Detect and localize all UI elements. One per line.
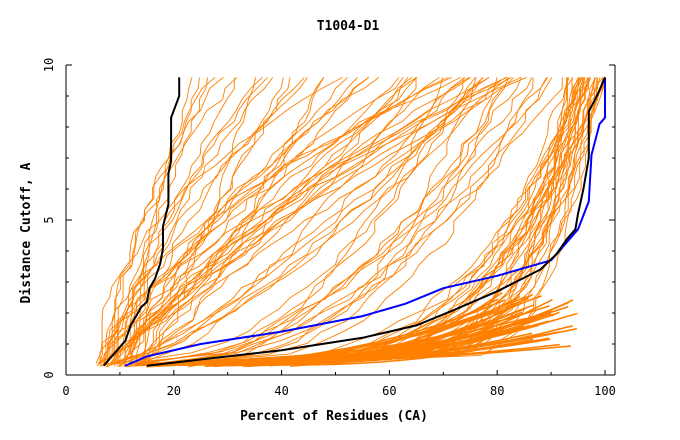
background-series-line <box>129 77 553 364</box>
background-series-line <box>158 77 534 366</box>
background-series-line <box>105 77 483 368</box>
background-series-line <box>133 77 484 367</box>
background-series-line <box>114 77 238 367</box>
x-tick-label: 100 <box>594 384 616 398</box>
background-series-line <box>187 77 515 368</box>
x-tick-label: 40 <box>274 384 288 398</box>
background-series-line <box>131 77 263 365</box>
x-tick-label: 80 <box>490 384 504 398</box>
background-series-line <box>118 77 325 366</box>
background-series-line <box>141 77 549 365</box>
background-series-line <box>110 77 418 365</box>
highlight-series-black-left <box>102 77 181 367</box>
background-series-line <box>142 77 370 366</box>
background-series-line <box>136 77 413 366</box>
background-series-line <box>225 77 585 366</box>
background-series-line <box>117 77 404 365</box>
y-tick-label: 0 <box>42 371 56 378</box>
background-series-line <box>307 77 573 364</box>
background-series-line <box>125 77 464 365</box>
background-series-line <box>121 77 417 364</box>
x-axis-label: Percent of Residues (CA) <box>240 409 428 424</box>
background-series-line <box>107 77 209 363</box>
background-series-line <box>115 77 476 365</box>
x-tick-label: 60 <box>382 384 396 398</box>
background-series-line <box>246 77 586 365</box>
background-series-line <box>124 77 200 367</box>
background-series-line <box>130 77 274 365</box>
background-series-line <box>106 77 284 366</box>
background-series-line <box>138 77 325 366</box>
background-series-line <box>180 299 506 364</box>
highlight-series-black-right <box>146 77 606 367</box>
background-series-line <box>107 76 453 367</box>
background-series-line <box>140 76 521 365</box>
background-series-line <box>189 77 598 365</box>
x-tick-label: 20 <box>167 384 181 398</box>
background-series-line <box>104 76 449 367</box>
background-series-line <box>135 77 563 367</box>
background-series-line <box>176 77 533 365</box>
background-series-line <box>98 77 512 365</box>
y-tick-label: 5 <box>42 216 56 223</box>
background-series-line <box>154 77 606 365</box>
background-series-line <box>269 77 585 367</box>
background-series-line <box>103 77 349 366</box>
background-series-line <box>117 77 224 364</box>
background-series-line <box>138 77 380 365</box>
chart-title: T1004-D1 <box>317 19 380 34</box>
background-series-line <box>119 77 268 367</box>
background-series-line <box>106 77 216 364</box>
background-series-line <box>124 77 193 367</box>
background-series-line <box>148 77 477 365</box>
background-series-line <box>139 77 409 364</box>
axes: 0 20 40 60 80 100 0 5 10 <box>42 58 616 398</box>
background-series-line <box>156 77 581 367</box>
x-tick-label: 0 <box>62 384 69 398</box>
background-series-line <box>168 296 527 365</box>
background-series-line <box>103 77 466 366</box>
highlight-series-blue <box>124 77 606 367</box>
background-series-group <box>95 76 606 368</box>
highlight-series-group <box>102 77 606 367</box>
background-series-line <box>147 77 444 364</box>
background-series-line <box>271 338 534 365</box>
background-series-line <box>229 77 589 364</box>
background-series-line <box>95 77 343 364</box>
y-tick-label: 10 <box>42 58 56 72</box>
y-axis-label: Distance Cutoff, A <box>19 162 34 303</box>
background-series-line <box>97 77 440 366</box>
background-series-line <box>289 77 597 368</box>
background-series-line <box>116 77 235 366</box>
background-series-line <box>117 77 498 367</box>
background-series-line <box>99 77 507 367</box>
